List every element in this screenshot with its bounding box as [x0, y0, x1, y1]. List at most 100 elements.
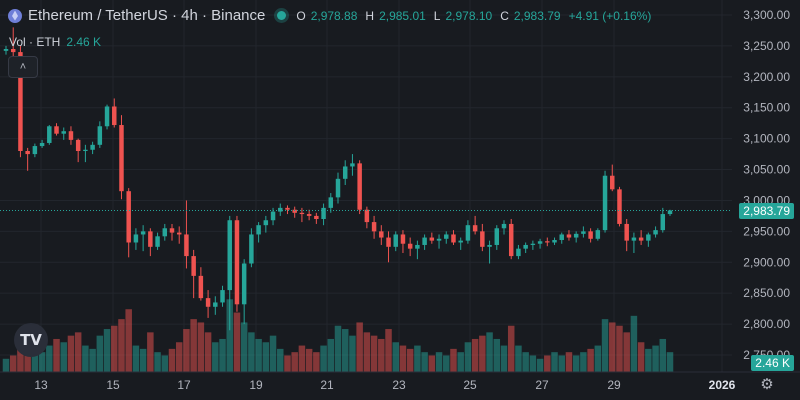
candle-body [429, 237, 435, 241]
price-axis: 3,300.00 3,250.00 3,200.00 3,150.00 3,100.00… [732, 0, 800, 372]
candle-body [371, 222, 377, 232]
volume-bar [363, 332, 371, 372]
candle-body [335, 178, 341, 198]
low-value: 2,978.10 [445, 8, 493, 23]
volume-bar [515, 345, 522, 372]
gear-icon[interactable]: ⚙ [760, 376, 774, 393]
candle-body [472, 225, 478, 232]
volume-bar [601, 319, 609, 372]
volume-bar [24, 342, 31, 372]
volume-bar [219, 338, 226, 372]
symbol-legend[interactable]: Ethereum / TetherUS · 4h · Binance O 2,97… [8, 7, 654, 24]
live-dot-icon [277, 11, 287, 20]
candle-body [530, 243, 536, 245]
candle-body [148, 231, 153, 247]
volume-legend[interactable]: Vol · ETH 2.46 K [9, 35, 101, 49]
open-label: O [296, 8, 306, 23]
chart-grid [0, 0, 732, 372]
candle-body [667, 210, 673, 215]
candle-body [458, 240, 463, 243]
volume-bar [341, 329, 349, 372]
candle-body [133, 234, 139, 243]
candle-body [39, 142, 45, 147]
collapse-legend-button[interactable]: ˄ [8, 56, 38, 78]
candle-body [357, 163, 362, 210]
volume-bar [291, 352, 298, 372]
volume-bar [536, 358, 544, 372]
volume-bar [443, 355, 450, 372]
volume-bar [9, 355, 17, 372]
volume-bar [370, 335, 378, 372]
volume-bar [421, 352, 428, 372]
candle-body [278, 207, 283, 212]
price-axis-bg [732, 0, 800, 372]
volume-bar [175, 342, 183, 372]
candlesticks [3, 27, 673, 331]
candle-body [350, 163, 355, 167]
last-volume-badge: 2.46 K [751, 355, 794, 371]
volume-bar [74, 332, 82, 372]
volume-bar [305, 348, 313, 372]
volume-bar [414, 345, 421, 372]
candle-body [90, 144, 95, 150]
volume-bar [544, 355, 551, 372]
high-label: H [365, 8, 375, 23]
candle-body [176, 232, 182, 235]
high-value: 2,985.01 [379, 8, 426, 23]
time-tick-label: 21 [320, 378, 334, 392]
candle-body [617, 189, 622, 224]
time-tick-label: 13 [34, 378, 48, 392]
candle-body [545, 241, 550, 243]
candle-body [249, 234, 254, 264]
volume-bar [320, 345, 327, 372]
last-price-badge: 2,983.79 [739, 203, 794, 219]
time-tick-label: 15 [106, 378, 120, 392]
candle-body [155, 236, 160, 247]
candle-body [523, 244, 528, 249]
volume-bar [594, 345, 602, 372]
volume-bar [118, 319, 125, 372]
volume-bar [645, 348, 652, 372]
volume-bar [486, 332, 493, 372]
volume-bar [277, 348, 284, 372]
volume-bar [327, 338, 335, 372]
volume-bar [435, 352, 443, 372]
candle-body [97, 126, 103, 145]
volume-bar [204, 332, 212, 372]
volume-bar [428, 355, 436, 372]
volume-bar [89, 348, 96, 372]
volume-bar [226, 299, 233, 372]
volume-bar [479, 335, 486, 372]
volume-bar [67, 335, 75, 372]
ethereum-coin-icon [8, 8, 22, 23]
volume-bar [587, 348, 594, 372]
volume-bar [262, 342, 270, 372]
candle-body [566, 234, 572, 238]
symbol-title[interactable]: Ethereum / TetherUS · 4h · Binance [28, 7, 266, 24]
candle-body [227, 220, 232, 291]
volume-bar [233, 312, 241, 372]
candle-body [552, 240, 557, 243]
volume-bar [471, 338, 479, 372]
candle-body [184, 234, 189, 257]
tradingview-logo-icon[interactable]: TV [14, 323, 48, 357]
volume-bar [572, 355, 580, 372]
candle-body [451, 234, 456, 243]
chevron-up-icon: ˄ [19, 61, 27, 73]
candle-body [256, 225, 261, 235]
candle-body [602, 175, 608, 231]
ohlc-values: O 2,978.88 H 2,985.01 L 2,978.10 C 2,983.79 … [296, 9, 654, 23]
volume-bar [38, 352, 46, 372]
candle-body [573, 233, 579, 238]
volume-bar [31, 345, 39, 372]
volume-bar [500, 345, 508, 372]
volume-bar [240, 322, 248, 372]
candle-body [407, 243, 413, 249]
volume-bar [356, 322, 363, 372]
candle-body [241, 263, 247, 305]
volume-bar [46, 345, 53, 372]
candle-body [68, 131, 74, 140]
volume-bar [183, 329, 190, 372]
volume-bar [450, 348, 457, 372]
